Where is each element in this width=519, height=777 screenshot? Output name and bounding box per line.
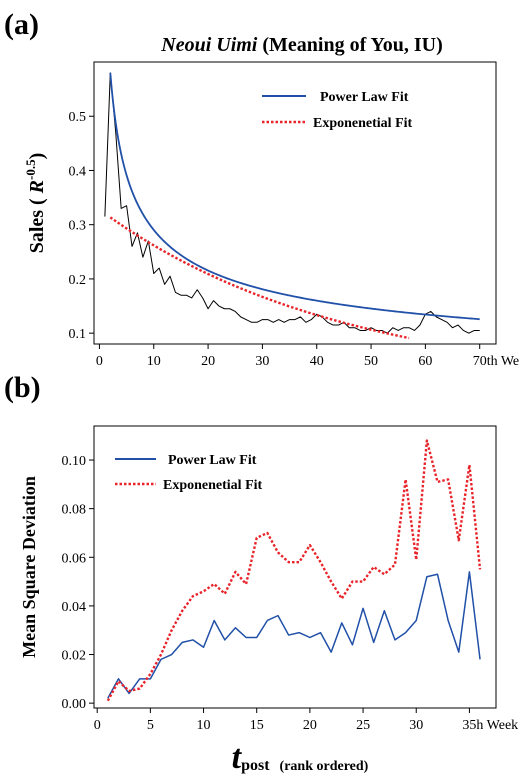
panel-a-y-tick-label: 0.1	[69, 327, 87, 342]
panel-a-x-axis: 0 10 20 30 40 50 60 70th Week	[96, 344, 519, 369]
panel-a-plot-frame	[93, 61, 497, 345]
panel-b-x-tick-label: 30	[409, 718, 423, 733]
panel-a-y-label: Sales ( R-0.5)	[23, 153, 48, 254]
panel-a-series-exponenetial-fit	[109, 216, 410, 340]
panel-a-y-label-exp: -0.5	[23, 159, 38, 180]
panel-b-x-tick-label: 15	[250, 718, 264, 733]
panel-b-x-label-paren: (rank ordered)	[280, 759, 369, 774]
panel-b: (b) 0.00 0.02 0.04 0.06 0.08 0.10 0 5 10 15 20 25 3…	[4, 371, 518, 776]
panel-b-x-tick-label: 0	[94, 718, 101, 733]
panel-b-series	[106, 439, 482, 702]
panel-b-label: (b)	[4, 371, 41, 404]
panel-a-y-tick-label: 0.3	[69, 219, 87, 234]
legend-a-exp-label: Exponenetial Fit	[313, 116, 413, 131]
panel-a-title: Neoui Uimi (Meaning of You, IU)	[160, 34, 443, 56]
panel-b-y-tick-label: 0.08	[62, 503, 87, 518]
panel-b-y-tick-label: 0.10	[62, 454, 87, 469]
panel-a-legend: Power Law Fit Exponenetial Fit	[262, 90, 413, 131]
panel-a-label: (a)	[4, 8, 39, 41]
panel-a-y-label-var: R	[26, 180, 48, 194]
panel-a-y-label-prefix: Sales (	[26, 193, 48, 253]
panel-a-y-label-suffix: )	[26, 153, 48, 160]
panel-a-x-tick-label: 20	[201, 354, 215, 369]
panel-b-x-label-main: t	[232, 739, 243, 776]
panel-b-x-label: tpost (rank ordered)	[232, 739, 369, 776]
legend-b-exp-label: Exponenetial Fit	[163, 478, 263, 493]
panel-b-y-tick-label: 0.06	[62, 551, 87, 566]
panel-a-x-tick-label: 70th Week	[473, 354, 519, 369]
panel-a-title-rest: (Meaning of You, IU)	[257, 34, 442, 56]
panel-b-x-tick-label: 10	[197, 718, 211, 733]
legend-b-power-label: Power Law Fit	[168, 453, 257, 468]
panel-a-y-axis: 0.1 0.2 0.3 0.4 0.5	[69, 110, 94, 342]
panel-b-y-axis: 0.00 0.02 0.04 0.06 0.08 0.10	[62, 454, 94, 712]
panel-b-legend: Power Law Fit Exponenetial Fit	[115, 453, 263, 493]
panel-a-y-tick-label: 0.4	[69, 164, 87, 179]
panel-a-x-tick-label: 30	[255, 354, 269, 369]
panel-a-y-tick-label: 0.2	[69, 273, 87, 288]
panel-b-x-label-sub: post	[241, 757, 270, 774]
panel-b-y-label: Mean Square Deviation	[19, 476, 39, 658]
panel-a-x-tick-label: 50	[364, 354, 378, 369]
panel-a-series	[104, 72, 480, 340]
panel-b-series-exponenetial-fit	[106, 439, 482, 702]
legend-a-power-label: Power Law Fit	[320, 90, 409, 105]
panel-a-title-italic: Neoui Uimi	[160, 34, 258, 56]
panel-a-series-power-law-fit	[109, 72, 480, 321]
panel-b-y-tick-label: 0.00	[62, 697, 87, 712]
panel-a-x-tick-label: 10	[147, 354, 161, 369]
panel-b-plot-frame	[93, 425, 497, 709]
panel-b-y-tick-label: 0.04	[62, 600, 87, 615]
panel-a: (a) Neoui Uimi (Meaning of You, IU) 0.10…	[4, 8, 519, 369]
panel-b-x-tick-label: 5	[147, 718, 154, 733]
panel-b-x-tick-label: 25	[356, 718, 370, 733]
panel-a-y-tick-label: 0.5	[69, 110, 87, 125]
panel-b-x-tick-label: 20	[303, 718, 317, 733]
panel-b-series-power-law-fit	[107, 571, 481, 699]
panel-a-x-tick-label: 0	[96, 354, 103, 369]
panel-a-series-data	[104, 72, 480, 334]
panel-a-x-tick-label: 40	[310, 354, 324, 369]
panel-b-x-tick-label: 35h Week	[462, 718, 518, 733]
panel-b-y-tick-label: 0.02	[62, 649, 87, 664]
panel-b-x-axis: 0 5 10 15 20 25 30 35h Week	[94, 708, 518, 733]
panel-a-x-tick-label: 60	[418, 354, 432, 369]
